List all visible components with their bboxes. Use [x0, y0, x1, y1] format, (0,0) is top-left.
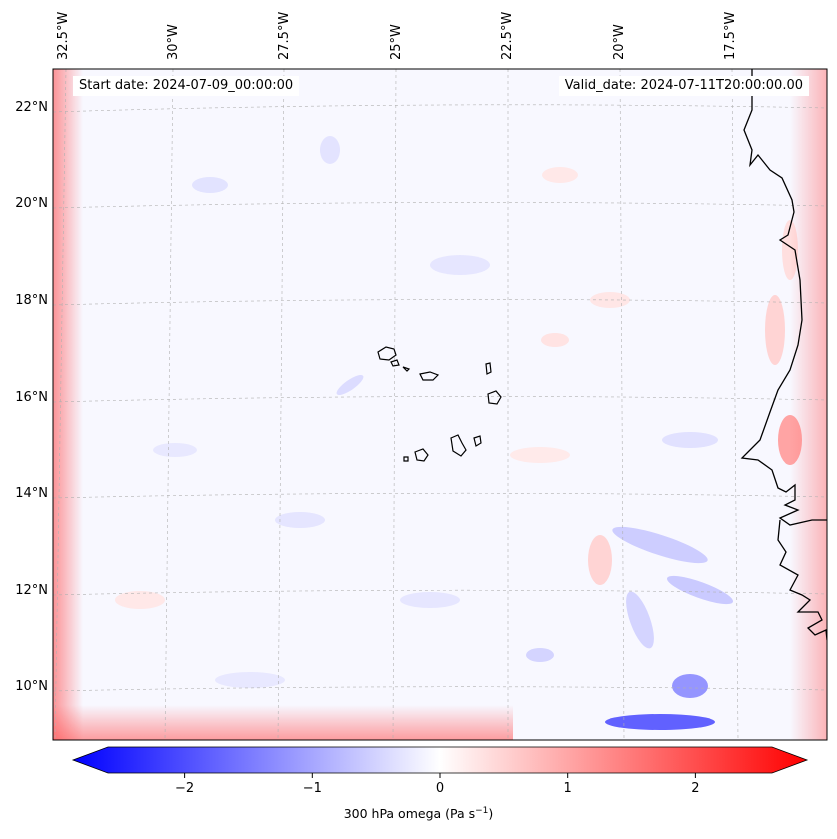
lon-label: 25°W: [389, 24, 404, 60]
longitude-labels: 32.5°W 30°W 27.5°W 25°W 22.5°W 20°W 17.5…: [56, 12, 738, 60]
lon-label: 32.5°W: [56, 12, 71, 60]
african-coastline: [740, 69, 827, 641]
lon-label: 22.5°W: [500, 12, 515, 60]
lat-label: 22°N: [15, 100, 48, 115]
colorbar-tick-label: −2: [175, 781, 194, 796]
colorbar-bar: [71, 746, 809, 774]
map-border: [52, 68, 828, 741]
valid-date-label: Valid_date: 2024-07-11T20:00:00.00: [558, 76, 809, 96]
lat-label: 12°N: [15, 583, 48, 598]
lon-label: 27.5°W: [277, 12, 292, 60]
lat-label: 18°N: [15, 293, 48, 308]
bottom-boundary-zone: [53, 705, 513, 740]
cape-verde-islands: [377, 346, 502, 462]
map-background: [53, 69, 827, 740]
colorbar-tick-label: 2: [691, 781, 699, 796]
colorbar-tick-label: −1: [303, 781, 322, 796]
omega-field: [115, 136, 802, 730]
lon-label: 17.5°W: [723, 12, 738, 60]
colorbar: −2 −1 0 1 2: [71, 746, 809, 796]
start-date-label: Start date: 2024-07-09_00:00:00: [73, 76, 300, 96]
colorbar-title-main: 300 hPa omega (Pa s: [343, 806, 476, 822]
colorbar-title-end: ): [488, 806, 494, 822]
colorbar-title-unit-exponent: −1: [475, 806, 489, 816]
map-panel: [53, 69, 827, 740]
graticule: [53, 69, 827, 740]
lon-label: 30°W: [166, 24, 181, 60]
colorbar-title: 300 hPa omega (Pa s−1): [0, 806, 837, 821]
lat-label: 16°N: [15, 390, 48, 405]
lat-label: 20°N: [15, 196, 48, 211]
lat-label: 10°N: [15, 679, 48, 694]
right-boundary-zone: [790, 69, 827, 740]
latitude-labels: 22°N 20°N 18°N 16°N 14°N 12°N 10°N: [15, 100, 48, 694]
lat-label: 14°N: [15, 486, 48, 501]
colorbar-tick-label: 0: [436, 781, 444, 796]
left-boundary-zone: [53, 69, 83, 740]
colorbar-tick-label: 1: [564, 781, 572, 796]
lon-label: 20°W: [612, 24, 627, 60]
colorbar-ticks: −2 −1 0 1 2: [175, 773, 700, 796]
